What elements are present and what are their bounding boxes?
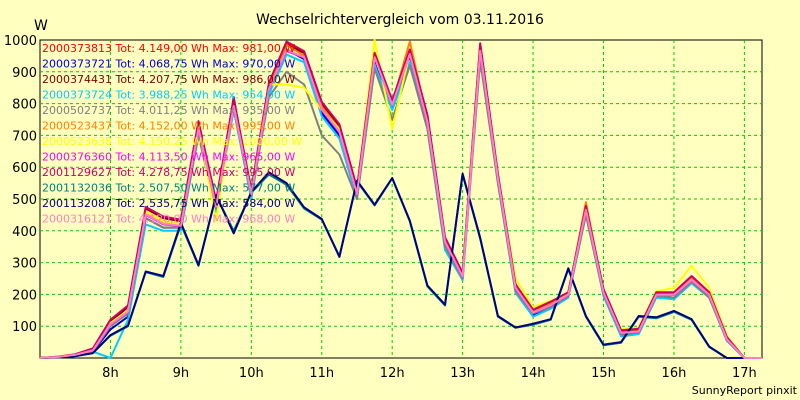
- y-tick-label: 900: [12, 66, 37, 81]
- y-tick-label: 800: [12, 98, 37, 113]
- y-tick-label: 500: [12, 193, 37, 208]
- y-axis-unit: W: [34, 18, 48, 34]
- series-line: [39, 49, 762, 359]
- legend-entry: 2000373813 Tot: 4.149,00 Wh Max: 981,00 …: [42, 42, 295, 55]
- y-tick-label: 400: [12, 225, 37, 240]
- x-tick-label: 8h: [102, 366, 119, 381]
- x-tick-label: 9h: [173, 366, 190, 381]
- legend-entry: 2000523638 Tot: 4.150,25 Wh Max: 1000,00…: [42, 135, 302, 148]
- y-tick-label: 200: [12, 288, 37, 303]
- series-line: [39, 171, 762, 359]
- footer-credit: SunnyReport pinxit: [692, 384, 798, 397]
- legend-entry: 2000502737 Tot: 4.011,25 Wh Max: 935,00 …: [42, 104, 295, 117]
- y-tick-label: 100: [12, 320, 37, 335]
- legend-entry: 2001132087 Tot: 2.535,75 Wh Max: 584,00 …: [42, 197, 295, 210]
- x-tick-label: 14h: [521, 366, 546, 381]
- chart-title: Wechselrichtervergleich vom 03.11.2016: [256, 12, 544, 28]
- x-tick-label: 16h: [662, 366, 687, 381]
- y-axis: 100 200 300 400 500 600 700 800 900 1000: [4, 34, 37, 335]
- legend-entry: 2000316121 Tot: 4.120,00 Wh Max: 968,00 …: [42, 213, 295, 226]
- series-lines: [39, 39, 762, 359]
- legend: 2000373813 Tot: 4.149,00 Wh Max: 981,00 …: [42, 42, 302, 226]
- legend-entry: 2001132036 Tot: 2.507,50 Wh Max: 577,00 …: [42, 182, 295, 195]
- y-tick-label: 700: [12, 129, 37, 144]
- y-tick-label: 1000: [4, 34, 37, 49]
- x-tick-label: 17h: [732, 366, 757, 381]
- y-tick-label: 300: [12, 257, 37, 272]
- legend-entry: 2000376360 Tot: 4.113,50 Wh Max: 965,00 …: [42, 151, 295, 164]
- x-tick-label: 15h: [591, 366, 616, 381]
- x-tick-label: 13h: [450, 366, 475, 381]
- legend-entry: 2000374431 Tot: 4.207,75 Wh Max: 986,00 …: [42, 73, 295, 86]
- x-tick-label: 12h: [380, 366, 405, 381]
- x-tick-label: 10h: [239, 366, 264, 381]
- x-tick-label: 11h: [309, 366, 334, 381]
- legend-entry: 2000373724 Tot: 3.988,25 Wh Max: 954,00 …: [42, 89, 295, 102]
- y-tick-label: 600: [12, 161, 37, 176]
- legend-entry: 2000373721 Tot: 4.068,75 Wh Max: 970,00 …: [42, 58, 295, 71]
- legend-entry: 2001129627 Tot: 4.278,75 Wh Max: 995,00 …: [42, 166, 295, 179]
- series-line: [39, 40, 762, 359]
- x-axis: 8h 9h 10h 11h 12h 13h 14h 15h 16h 17h: [102, 366, 757, 381]
- legend-entry: 2000523437 Tot: 4.152,00 Wh Max: 995,00 …: [42, 120, 295, 133]
